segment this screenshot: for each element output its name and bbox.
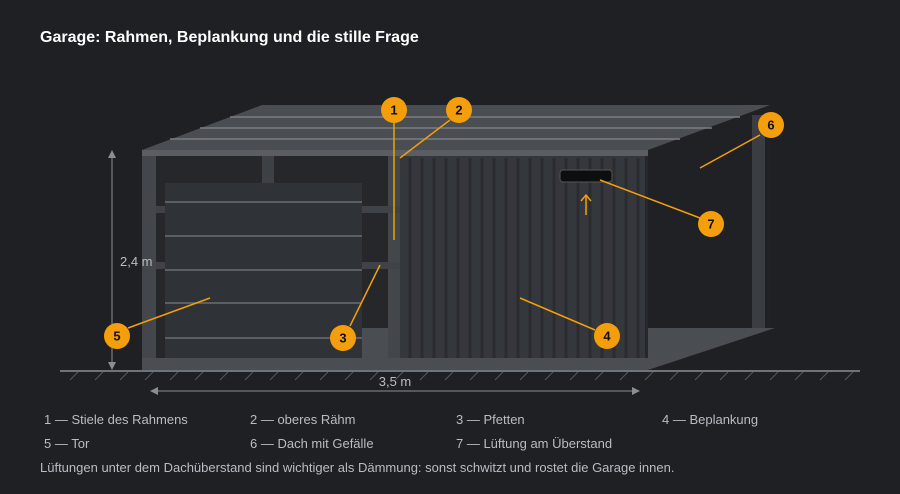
callout-number: 2 <box>455 103 462 118</box>
cladding-ribs <box>408 158 640 360</box>
floor-slab <box>648 328 775 370</box>
callout-number: 7 <box>707 217 714 232</box>
side-post <box>752 115 765 330</box>
callout-number: 5 <box>113 329 120 344</box>
ground <box>60 370 860 381</box>
width-label: 3,5 m <box>379 374 412 389</box>
callout-number: 4 <box>603 329 611 344</box>
block <box>362 328 388 360</box>
vent <box>559 169 613 183</box>
legend-item: 6 — Dach mit Gefälle <box>250 436 374 451</box>
legend-item: 5 — Tor <box>44 436 90 451</box>
legend-item: 4 — Beplankung <box>662 412 758 427</box>
base-slab <box>142 358 648 370</box>
callouts: 1 2 3 4 5 6 7 <box>104 97 784 351</box>
legend: 1 — Stiele des Rahmens 2 — oberes Rähm 3… <box>44 412 758 451</box>
legend-item: 1 — Stiele des Rahmens <box>44 412 188 427</box>
left-post <box>142 150 156 362</box>
airflow-arrow <box>580 193 592 215</box>
roof-edge <box>142 150 648 156</box>
callout-number: 6 <box>767 118 774 133</box>
callout-number: 1 <box>390 103 397 118</box>
garage <box>142 105 775 370</box>
legend-item: 2 — oberes Rähm <box>250 412 356 427</box>
callout-number: 3 <box>339 331 346 346</box>
height-label: 2,4 m <box>120 254 153 269</box>
door-lines <box>165 201 362 339</box>
note: Lüftungen unter dem Dachüberstand sind w… <box>40 460 674 475</box>
leaders <box>127 119 761 331</box>
middle-post <box>388 150 400 362</box>
door <box>165 183 362 360</box>
legend-item: 3 — Pfetten <box>456 412 525 427</box>
title: Garage: Rahmen, Beplankung und die still… <box>40 29 419 46</box>
legend-item: 7 — Lüftung am Überstand <box>456 436 612 451</box>
